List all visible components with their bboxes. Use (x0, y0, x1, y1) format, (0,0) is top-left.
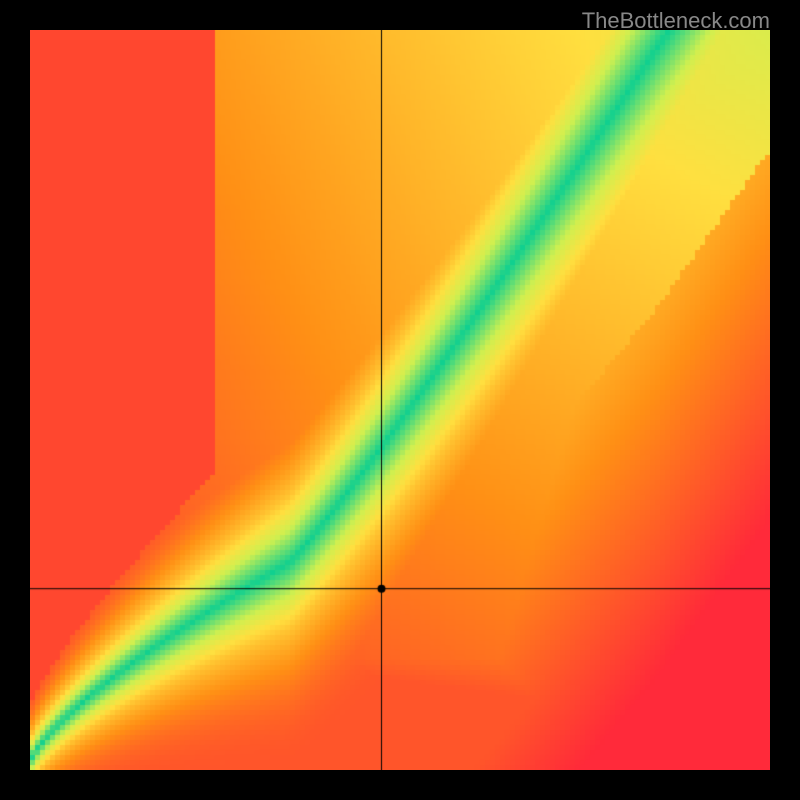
heatmap-plot (30, 30, 770, 770)
watermark-text: TheBottleneck.com (582, 8, 770, 34)
